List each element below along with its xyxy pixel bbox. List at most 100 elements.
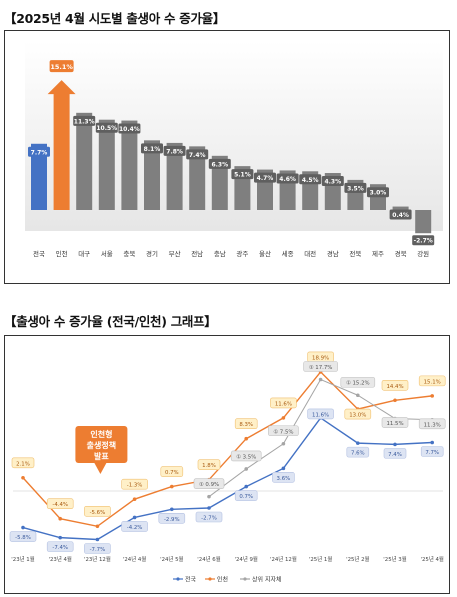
series-top-local-label-bg — [230, 450, 262, 462]
bar-category-label: 경남 — [327, 249, 339, 258]
series-top-local-label-bg — [418, 418, 446, 430]
bar-label-bg — [73, 115, 96, 126]
bar-7 — [189, 146, 206, 210]
series-national-point — [21, 525, 25, 530]
series-incheon-data-label: 8.3% — [239, 422, 253, 428]
series-national-data-label: 7.4% — [388, 452, 402, 458]
bar-data-label: 10.5% — [96, 125, 117, 132]
bar-label-bg — [141, 143, 163, 154]
bar-label-bg — [49, 60, 74, 73]
bar-16 — [392, 206, 409, 210]
series-incheon-label-bg — [234, 418, 258, 430]
bar-label-bg — [367, 187, 389, 198]
series-top-local-line — [208, 378, 433, 498]
bar-data-label: 8.1% — [144, 146, 161, 153]
annotation-text: 출생정책 — [87, 440, 116, 450]
bar-17 — [415, 210, 432, 234]
bar-label-bg — [299, 174, 322, 185]
series-top-local-data-label: ① 15.2% — [346, 381, 370, 387]
series-top-local-data-label: 11.5% — [386, 421, 403, 427]
series-top-local-data-label: ① 3.5% — [236, 454, 256, 460]
legend-marker-0 — [176, 577, 180, 581]
bar-category-label: 울산 — [259, 249, 271, 258]
bar-category-label: 대구 — [78, 250, 90, 258]
bar-category-label: 경북 — [395, 249, 407, 258]
bar-data-label: 0.4% — [392, 212, 409, 219]
series-incheon-label-bg — [418, 375, 446, 387]
bar-category-label: 충북 — [123, 249, 135, 258]
series-incheon-point — [393, 398, 397, 403]
series-incheon-label-bg — [381, 379, 409, 391]
series-top-local-label-bg — [340, 376, 376, 388]
bar-category-label: 전국 — [33, 249, 45, 258]
bar-chart-heading: 【2025년 4월 시도별 출생아 수 증가율】 — [4, 11, 226, 26]
bar-label-bg — [321, 176, 344, 187]
series-national-point — [132, 515, 137, 520]
bar-category-label: 충남 — [214, 249, 226, 258]
bar-label-bg — [208, 158, 231, 169]
series-national-point — [244, 484, 248, 489]
bar-data-label: 11.3% — [74, 118, 95, 125]
bar-label-bg — [186, 149, 209, 160]
series-national-label-bg — [195, 511, 223, 523]
series-incheon-point — [132, 497, 137, 501]
x-tick-label: '25년 4월 — [420, 555, 443, 563]
bar-data-label: 7.4% — [189, 152, 206, 159]
x-tick-label: '24년 12월 — [270, 555, 297, 563]
series-top-local-point — [207, 494, 211, 499]
bar-3 — [98, 119, 115, 210]
series-top-local-point — [244, 467, 248, 471]
series-national-point — [207, 506, 211, 510]
series-national-point — [281, 466, 286, 471]
bar-label-bg — [163, 145, 186, 156]
bar-4 — [121, 120, 138, 210]
series-national-label-bg — [46, 541, 74, 552]
series-national-data-label: 7.6% — [351, 451, 365, 457]
series-incheon-point — [21, 475, 25, 480]
bar-category-label: 부산 — [169, 249, 181, 258]
series-incheon-point — [430, 394, 435, 398]
bar-5 — [144, 140, 160, 210]
x-tick-label: '25년 3월 — [383, 555, 406, 563]
bar-data-label: 6.3% — [211, 161, 228, 168]
bar-category-label: 세종 — [282, 249, 294, 258]
bar-data-label: 4.6% — [279, 176, 296, 183]
bar-incheon-arrow — [47, 80, 76, 210]
bar-label-bg — [254, 172, 276, 183]
bar-label-bg — [231, 169, 254, 180]
series-national-label-bg — [307, 408, 334, 420]
bar-category-label: 전북 — [349, 249, 361, 258]
series-incheon-label-bg — [84, 505, 111, 517]
bar-data-label: 7.8% — [166, 148, 183, 155]
bar-category-label: 경기 — [146, 249, 158, 258]
series-incheon-point — [95, 524, 100, 529]
series-incheon-label-bg — [344, 408, 372, 420]
series-incheon-label-bg — [270, 397, 297, 409]
bar-data-label: 3.5% — [347, 185, 364, 192]
bar-data-label: 4.5% — [302, 177, 319, 184]
series-national-data-label: -5.8% — [15, 535, 31, 541]
bar-label-bg — [389, 209, 412, 220]
x-tick-label: '24년 4월 — [123, 555, 146, 563]
x-tick-label: '23년 12월 — [84, 555, 111, 563]
series-incheon-data-label: 15.1% — [424, 379, 441, 385]
series-incheon-data-label: 18.9% — [312, 355, 329, 361]
series-national-data-label: -7.7% — [90, 547, 106, 553]
series-top-local-label-bg — [268, 425, 299, 437]
bar-label-bg — [344, 182, 367, 193]
series-national-label-bg — [158, 512, 186, 524]
legend-label: 상위 지자체 — [252, 576, 282, 584]
series-national-point — [430, 440, 435, 445]
series-national-label-bg — [272, 472, 295, 483]
series-national-label-bg — [121, 521, 148, 532]
annotation-pointer — [94, 463, 107, 474]
series-top-local-data-label: ① 7.5% — [273, 429, 293, 435]
series-incheon-data-label: -4.4% — [52, 502, 68, 508]
bar-6 — [166, 142, 183, 210]
bar-label-bg — [95, 122, 118, 133]
bar-category-label: 광주 — [236, 250, 248, 258]
legend-label: 전국 — [185, 576, 197, 584]
x-tick-label: '25년 2월 — [346, 555, 369, 563]
series-national-data-label: -4.2% — [127, 525, 143, 531]
series-incheon-data-label: -5.6% — [90, 510, 106, 516]
